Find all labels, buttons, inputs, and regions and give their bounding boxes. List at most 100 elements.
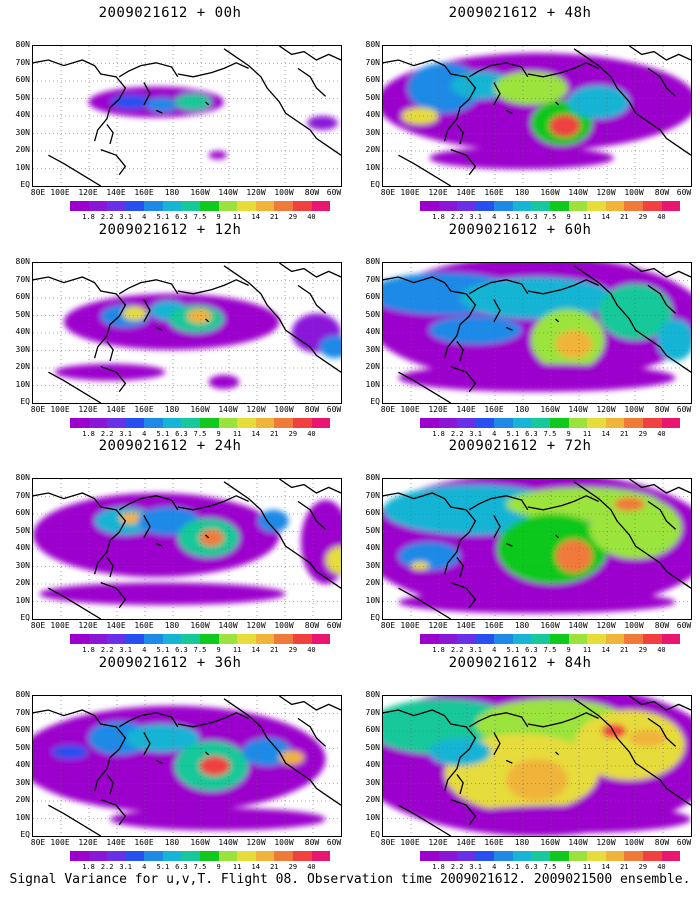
variance-contour xyxy=(257,509,289,533)
colorbar-label: 4 xyxy=(492,863,497,871)
colorbar xyxy=(420,201,681,211)
lon-axis: 80E 100E 120E 140E 160E 180 160W 140W 120W 100W 80… xyxy=(31,405,342,415)
colorbar-swatch xyxy=(661,418,681,428)
lon-tick-label: 80E xyxy=(380,405,396,414)
coastline xyxy=(493,515,501,539)
colorbar-swatch xyxy=(255,634,275,644)
colorbar-swatch xyxy=(494,418,513,428)
panel-title: 2009021612 + 12h xyxy=(98,222,242,238)
lon-tick-label: 120W xyxy=(246,838,266,847)
lat-tick-label: 40N xyxy=(15,110,30,119)
colorbar-label: 2.2 xyxy=(450,646,464,654)
lat-tick-label: 80N xyxy=(15,40,30,49)
colorbar-swatch xyxy=(218,418,238,428)
colorbar-swatch xyxy=(475,851,495,861)
lon-tick-label: 120W xyxy=(596,838,616,847)
colorbar-swatch xyxy=(311,201,331,211)
lat-tick-label: 30N xyxy=(365,127,380,137)
colorbar-swatch xyxy=(624,851,643,861)
colorbar-label: 1.8 xyxy=(432,213,445,221)
colorbar-swatch xyxy=(292,201,312,211)
lat-tick-label: 10N xyxy=(15,595,30,605)
colorbar-swatch xyxy=(642,201,662,211)
colorbar xyxy=(70,634,331,644)
panel-title: 2009021612 + 36h xyxy=(98,655,242,671)
lat-tick-label: 80N xyxy=(15,257,30,266)
variance-contour xyxy=(493,71,568,105)
lon-tick-label: 100E xyxy=(50,188,70,197)
variance-contour xyxy=(199,529,224,547)
lon-tick-label: 120W xyxy=(596,188,616,197)
lat-tick-label: 80N xyxy=(365,40,380,49)
coastline xyxy=(573,48,691,156)
lon-tick-label: 60W xyxy=(326,405,342,414)
coastline xyxy=(106,341,114,362)
lat-tick-label: EQ xyxy=(20,397,30,406)
colorbar-swatch xyxy=(255,201,275,211)
colorbar-swatch xyxy=(255,851,275,861)
coastline xyxy=(48,154,102,186)
coastline xyxy=(118,712,179,728)
colorbar-swatch xyxy=(237,418,256,428)
map-plot-area xyxy=(382,262,692,404)
colorbar-label: 6.3 xyxy=(525,430,538,438)
panel-title: 2009021612 + 84h xyxy=(448,655,592,671)
colorbar-swatch xyxy=(274,418,293,428)
colorbar-swatch xyxy=(144,634,163,644)
variance-contour xyxy=(242,738,292,766)
colorbar-swatch xyxy=(107,851,126,861)
lat-tick-label: 50N xyxy=(365,525,380,535)
lon-tick-label: 140E xyxy=(106,838,126,847)
lat-tick-label: 80N xyxy=(365,690,380,699)
colorbar-label: 14 xyxy=(601,213,610,221)
colorbar-swatch xyxy=(475,418,495,428)
lat-tick-label: 50N xyxy=(365,309,380,319)
lon-tick-label: 160E xyxy=(134,405,154,414)
panel-title: 2009021612 + 00h xyxy=(98,5,242,21)
coastline xyxy=(456,341,464,362)
lat-tick-label: 20N xyxy=(365,145,380,154)
colorbar-swatch xyxy=(200,201,219,211)
lon-tick-label: 160E xyxy=(134,621,154,630)
coastline xyxy=(48,371,102,403)
variance-contour xyxy=(325,546,341,575)
colorbar-label: 14 xyxy=(251,863,260,871)
lon-tick-label: 80W xyxy=(304,405,320,414)
coastline xyxy=(205,318,210,323)
colorbar-swatch xyxy=(494,851,513,861)
variance-contour xyxy=(429,146,614,170)
variance-contour xyxy=(110,808,326,831)
colorbar-swatch xyxy=(605,634,625,644)
colorbar-label: 4 xyxy=(142,430,147,438)
variance-contour xyxy=(33,493,280,577)
coastline xyxy=(450,581,477,609)
variance-contour xyxy=(389,780,451,814)
panel-title: 2009021612 + 48h xyxy=(448,5,592,21)
coastline xyxy=(493,82,501,106)
lat-tick-label: 30N xyxy=(15,127,30,137)
coastline xyxy=(629,263,691,278)
variance-contour xyxy=(279,750,305,765)
colorbar-label: 14 xyxy=(251,646,260,654)
lon-tick-label: 120E xyxy=(78,188,98,197)
map-panel: 2009021612 + 84h 80N 70N 60N 50N 40N 30N 20N 10N… xyxy=(360,655,692,871)
colorbar-labels: 1.8 2.2 3.1 4 5.1 6.3 7.5 9 11 14 21 29 40 xyxy=(420,213,680,221)
colorbar-swatch xyxy=(531,851,551,861)
map-panel: 2009021612 + 12h 80N 70N 60N 50N 40N 30N 20N 10N… xyxy=(10,222,342,438)
lon-tick-label: 140W xyxy=(568,838,588,847)
lon-axis: 80E 100E 120E 140E 160E 180 160W 140W 120W 100W 80… xyxy=(381,838,691,848)
lon-tick-label: 60W xyxy=(326,188,342,197)
variance-contour xyxy=(429,738,491,766)
colorbar-swatch xyxy=(311,634,331,644)
lat-tick-label: 70N xyxy=(15,707,30,717)
colorbar-label: 40 xyxy=(657,863,666,871)
colorbar-swatch xyxy=(661,851,681,861)
colorbar-label: 6.3 xyxy=(175,213,188,221)
colorbar-label: 1.8 xyxy=(82,430,95,438)
lat-tick-label: 10N xyxy=(15,379,30,389)
coastline xyxy=(297,500,327,530)
colorbar-label: 21 xyxy=(270,430,279,438)
lat-tick-label: EQ xyxy=(370,613,380,622)
coastline xyxy=(279,479,341,494)
colorbar-label: 21 xyxy=(620,646,629,654)
